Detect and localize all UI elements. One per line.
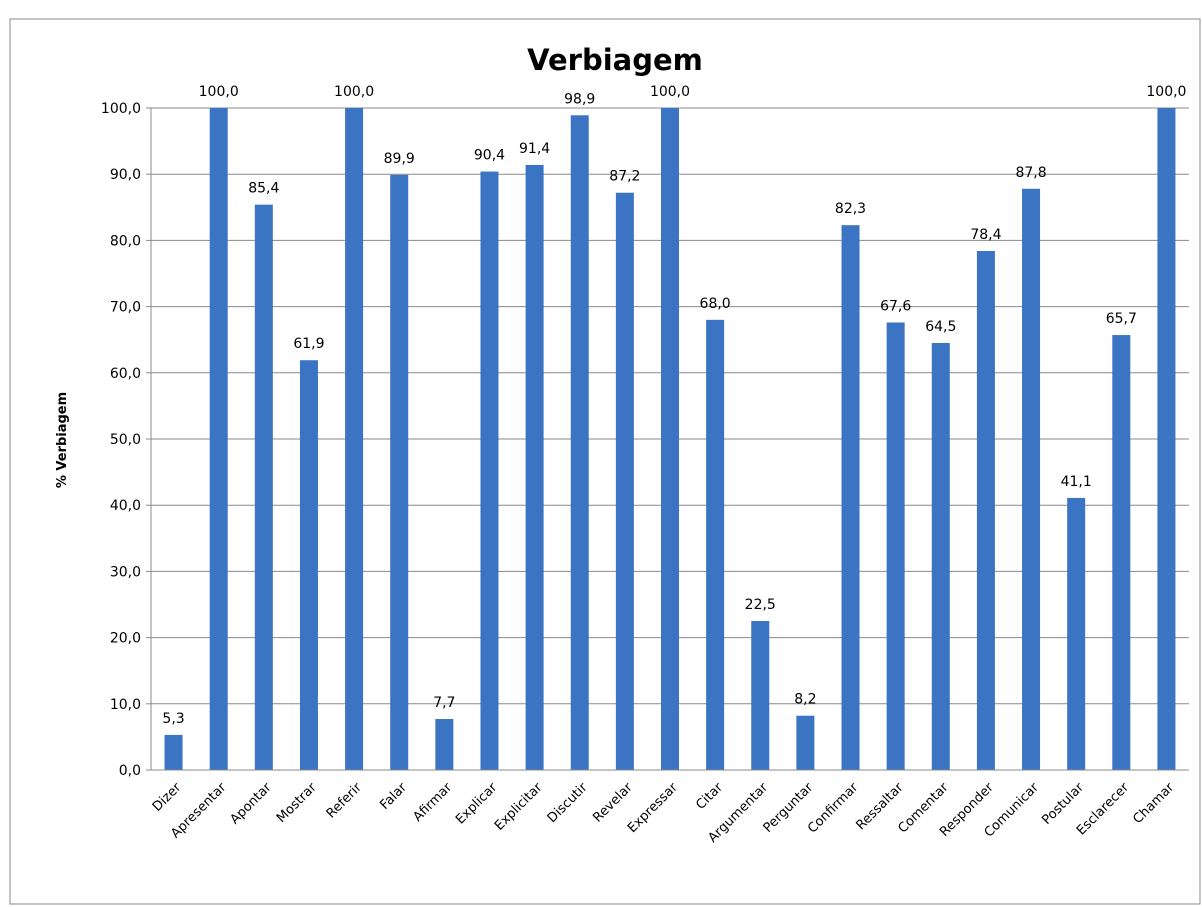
data-label: 7,7	[433, 695, 455, 711]
y-tick-label: 20,0	[110, 631, 141, 647]
y-tick-label: 90,0	[110, 167, 141, 183]
data-label: 61,9	[293, 336, 324, 352]
data-label: 67,6	[880, 298, 911, 314]
bar	[1157, 108, 1176, 770]
y-tick-label: 60,0	[110, 366, 141, 382]
data-label: 98,9	[564, 91, 595, 107]
data-label: 64,5	[925, 319, 956, 335]
data-label: 100,0	[1146, 84, 1186, 100]
y-tick-label: 50,0	[110, 432, 141, 448]
data-label: 78,4	[970, 227, 1001, 243]
bar	[615, 192, 634, 771]
y-axis-label: % Verbiagem	[55, 392, 70, 488]
data-label: 90,4	[474, 148, 505, 164]
y-tick-label: 0,0	[119, 763, 141, 779]
bar	[931, 343, 950, 770]
y-tick-label: 10,0	[110, 697, 141, 713]
data-label: 65,7	[1106, 311, 1137, 327]
bar	[164, 734, 183, 770]
y-tick-label: 30,0	[110, 564, 141, 580]
bar	[390, 174, 409, 770]
bar	[209, 108, 228, 770]
bar	[570, 115, 589, 771]
bar	[254, 204, 273, 771]
data-label: 8,2	[794, 692, 816, 708]
bar	[796, 715, 815, 770]
data-label: 91,4	[519, 141, 550, 157]
bar	[1067, 497, 1086, 770]
data-label: 22,5	[745, 597, 776, 613]
data-label: 41,1	[1061, 474, 1092, 490]
y-tick-label: 40,0	[110, 498, 141, 514]
bar	[661, 108, 679, 770]
bar	[345, 108, 364, 770]
chart-frame	[9, 18, 1201, 905]
data-label: 68,0	[700, 296, 731, 312]
bar	[706, 319, 725, 770]
data-label: 82,3	[835, 201, 866, 217]
data-label: 87,2	[609, 169, 640, 185]
bar	[1022, 188, 1041, 770]
data-label: 89,9	[384, 151, 415, 167]
y-tick-label: 80,0	[110, 233, 141, 249]
bar	[751, 621, 770, 770]
data-label: 100,0	[650, 84, 690, 100]
bar	[299, 360, 318, 770]
bar	[841, 225, 860, 770]
chart-title: Verbiagem	[527, 43, 703, 77]
bar	[525, 164, 544, 770]
bar	[976, 250, 995, 770]
bar	[886, 322, 905, 770]
bar	[480, 171, 499, 770]
data-label: 100,0	[199, 84, 239, 100]
y-tick-label: 100,0	[101, 101, 141, 117]
data-label: 5,3	[162, 711, 184, 727]
data-label: 87,8	[1015, 165, 1046, 181]
data-label: 85,4	[248, 181, 279, 197]
data-label: 100,0	[334, 84, 374, 100]
bar	[435, 719, 454, 770]
y-tick-label: 70,0	[110, 300, 141, 316]
bar	[1112, 335, 1131, 770]
